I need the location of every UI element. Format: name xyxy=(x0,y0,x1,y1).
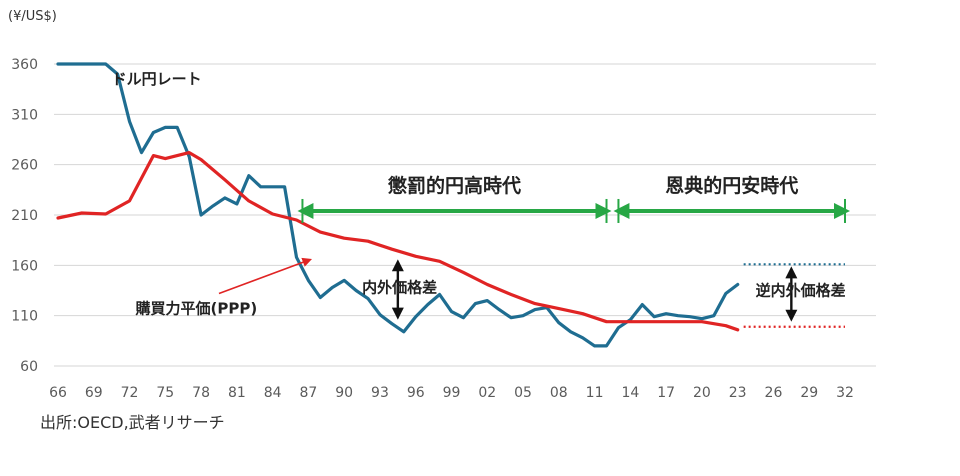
x-tick-label: 17 xyxy=(657,385,675,401)
era-punitive-label: 懲罰的円高時代 xyxy=(387,174,521,197)
x-tick-label: 32 xyxy=(836,385,854,401)
x-tick-label: 05 xyxy=(514,385,532,401)
ppp-pointer-arrow xyxy=(218,257,313,295)
x-tick-label: 87 xyxy=(299,385,317,401)
x-tick-label: 02 xyxy=(478,385,496,401)
ppp-label: 購買力平価(PPP) xyxy=(135,300,258,318)
x-tick-label: 78 xyxy=(192,385,210,401)
x-tick-label: 75 xyxy=(156,385,174,401)
y-tick-label: 360 xyxy=(11,57,38,73)
y-tick-label: 260 xyxy=(11,158,38,174)
y-tick-label: 110 xyxy=(11,309,38,325)
x-tick-label: 72 xyxy=(121,385,139,401)
projection-lines xyxy=(743,263,845,328)
era-beneficial-label: 恩典的円安時代 xyxy=(665,174,798,197)
unit-label: (¥/US$) xyxy=(8,9,57,24)
series-lines xyxy=(56,62,740,348)
y-tick-label: 60 xyxy=(20,359,38,375)
x-tick-label: 81 xyxy=(228,385,246,401)
x-tick-label: 90 xyxy=(335,385,353,401)
dollar-yen-label: ドル円レート xyxy=(112,70,202,88)
x-tick-label: 84 xyxy=(264,385,282,401)
x-tick-label: 66 xyxy=(49,385,67,401)
y-axis-ticks: 360 310 260 210 160 110 60 xyxy=(11,57,38,375)
x-tick-label: 14 xyxy=(621,385,639,401)
x-tick-label: 99 xyxy=(443,385,461,401)
x-tick-label: 29 xyxy=(800,385,818,401)
dollar-yen-line xyxy=(56,62,740,348)
price-gap-label: 内外価格差 xyxy=(362,279,437,297)
x-tick-label: 08 xyxy=(550,385,568,401)
x-tick-label: 93 xyxy=(371,385,389,401)
y-tick-label: 310 xyxy=(11,107,38,123)
x-tick-label: 20 xyxy=(693,385,711,401)
x-tick-label: 23 xyxy=(729,385,747,401)
x-tick-label: 11 xyxy=(586,385,604,401)
x-tick-label: 69 xyxy=(85,385,103,401)
x-axis-ticks: 66 69 72 75 78 81 84 87 90 93 96 99 02 05 08 11 14 17 20 23… xyxy=(49,385,854,401)
source-note: 出所:OECD,武者リサーチ xyxy=(40,413,225,432)
y-tick-label: 160 xyxy=(11,258,38,274)
x-tick-label: 26 xyxy=(765,385,783,401)
ppp-line xyxy=(56,151,740,332)
reverse-price-gap-label: 逆内外価格差 xyxy=(756,282,846,300)
y-tick-label: 210 xyxy=(11,208,38,224)
grid xyxy=(54,63,876,367)
x-tick-label: 96 xyxy=(407,385,425,401)
